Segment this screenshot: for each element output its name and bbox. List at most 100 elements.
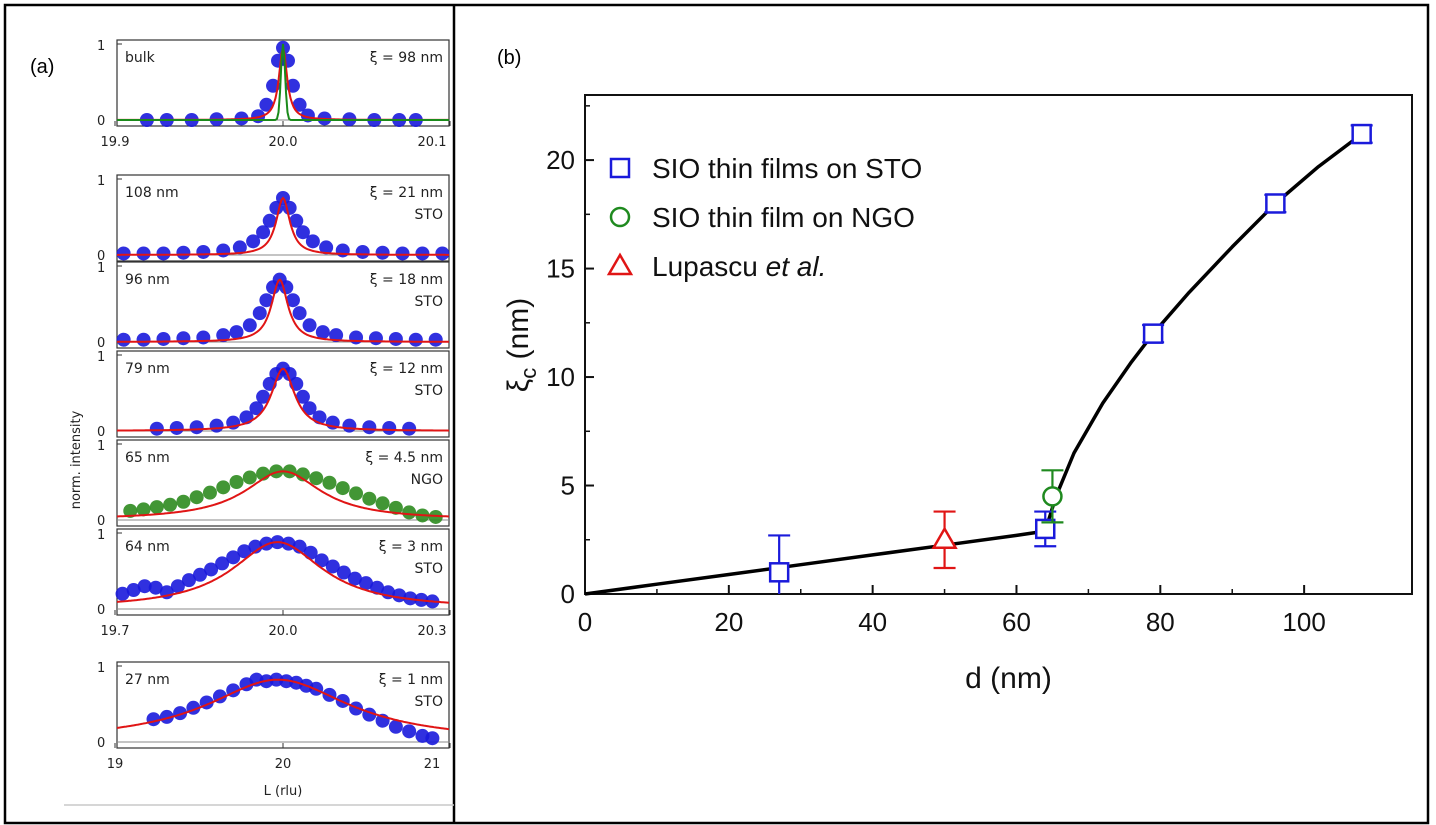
y-tick-label: 10 <box>546 362 575 392</box>
legend-label: SIO thin film on NGO <box>652 202 915 233</box>
data-point <box>428 332 443 347</box>
data-point <box>229 475 244 489</box>
data-point <box>163 497 178 512</box>
data-point <box>1042 486 1063 507</box>
xi-label: ξ = 3 nm <box>379 539 443 555</box>
x-tick-label: 40 <box>858 607 887 637</box>
data-point <box>347 571 362 586</box>
data-point <box>302 401 317 416</box>
x-tick-label: 19.9 <box>101 135 130 150</box>
data-point <box>309 471 324 486</box>
data-point <box>176 245 191 260</box>
data-point <box>302 318 317 333</box>
data-point <box>329 328 344 343</box>
substrate-label: STO <box>415 383 443 399</box>
data-point <box>116 246 131 261</box>
data-point <box>148 580 163 595</box>
data-point <box>388 331 403 346</box>
data-point <box>408 332 423 347</box>
thickness-label: 27 nm <box>125 672 170 688</box>
x-tick-label: 19 <box>107 757 124 772</box>
data-point <box>382 420 397 435</box>
data-point <box>176 494 191 509</box>
data-point <box>362 491 377 506</box>
data-point <box>226 550 241 565</box>
data-point <box>300 108 315 123</box>
fit-curve <box>116 541 450 604</box>
data-point <box>209 418 224 433</box>
data-point <box>402 421 417 436</box>
y-axis-label-symbol: ξ <box>502 379 535 392</box>
data-point <box>285 293 300 308</box>
legend-marker <box>606 252 634 276</box>
x-tick-label: 60 <box>1002 607 1031 637</box>
y-tick-label: 1 <box>97 261 105 276</box>
fit-curve <box>116 367 450 432</box>
data-point <box>295 389 310 404</box>
data-point <box>170 579 185 594</box>
data-point <box>1351 123 1372 145</box>
data-point <box>242 318 257 333</box>
legend-label-italic: et al. <box>766 251 827 282</box>
substrate-label: NGO <box>411 472 443 488</box>
x-axis-label: d (nm) <box>965 662 1052 695</box>
data-point <box>176 331 191 346</box>
data-point <box>196 244 211 259</box>
x-tick-label: 80 <box>1146 607 1175 637</box>
legend-marker <box>609 206 631 228</box>
data-point <box>375 245 390 260</box>
data-point <box>349 330 364 345</box>
data-point <box>931 526 958 550</box>
data-point <box>156 246 171 261</box>
data-point <box>335 481 350 496</box>
data-point <box>336 565 351 580</box>
data-point <box>216 480 231 495</box>
subplot-frame <box>116 350 450 438</box>
data-point <box>256 389 271 404</box>
x-tick-label: 20.0 <box>269 624 298 639</box>
data-point <box>289 213 304 228</box>
data-point <box>322 475 337 490</box>
xi-label: ξ = 98 nm <box>370 50 443 66</box>
data-point <box>368 331 383 346</box>
data-point <box>305 234 320 249</box>
data-point <box>295 225 310 240</box>
data-point <box>388 500 403 515</box>
data-point <box>123 503 138 518</box>
y-tick-label: 0 <box>561 579 575 609</box>
y-axis-label-subscript: c <box>516 368 541 379</box>
thickness-label: 64 nm <box>125 539 170 555</box>
data-point <box>292 306 307 321</box>
y-tick-label: 5 <box>561 471 575 501</box>
data-point <box>115 586 130 601</box>
data-point <box>242 470 257 485</box>
legend-label: SIO thin films on STO <box>652 153 922 184</box>
data-point <box>259 97 274 112</box>
data-point <box>193 567 207 582</box>
data-point <box>402 724 417 739</box>
data-point <box>359 576 373 591</box>
data-point <box>232 240 247 255</box>
data-point <box>149 421 164 436</box>
data-point <box>116 332 131 347</box>
data-point <box>349 486 364 501</box>
x-tick-label: 20.3 <box>418 624 447 639</box>
data-point <box>204 562 219 577</box>
y-tick-label: 0 <box>97 249 105 264</box>
x-tick-label: 20.0 <box>269 135 298 150</box>
y-tick-label: 20 <box>546 145 575 175</box>
data-point <box>136 246 151 261</box>
data-point <box>252 306 267 321</box>
data-point <box>335 243 350 258</box>
y-tick-label: 1 <box>97 350 105 365</box>
data-point <box>181 573 196 588</box>
x-tick-label: 20.1 <box>418 135 447 150</box>
x-tick-label: 21 <box>424 757 441 772</box>
y-axis-label-unit: (nm) <box>502 298 535 368</box>
panel-b-label: (b) <box>497 47 521 69</box>
y-tick-label: 0 <box>97 514 105 529</box>
data-point <box>159 709 174 724</box>
data-point <box>259 293 274 308</box>
thickness-label: bulk <box>125 50 156 66</box>
y-tick-label: 15 <box>546 254 575 284</box>
